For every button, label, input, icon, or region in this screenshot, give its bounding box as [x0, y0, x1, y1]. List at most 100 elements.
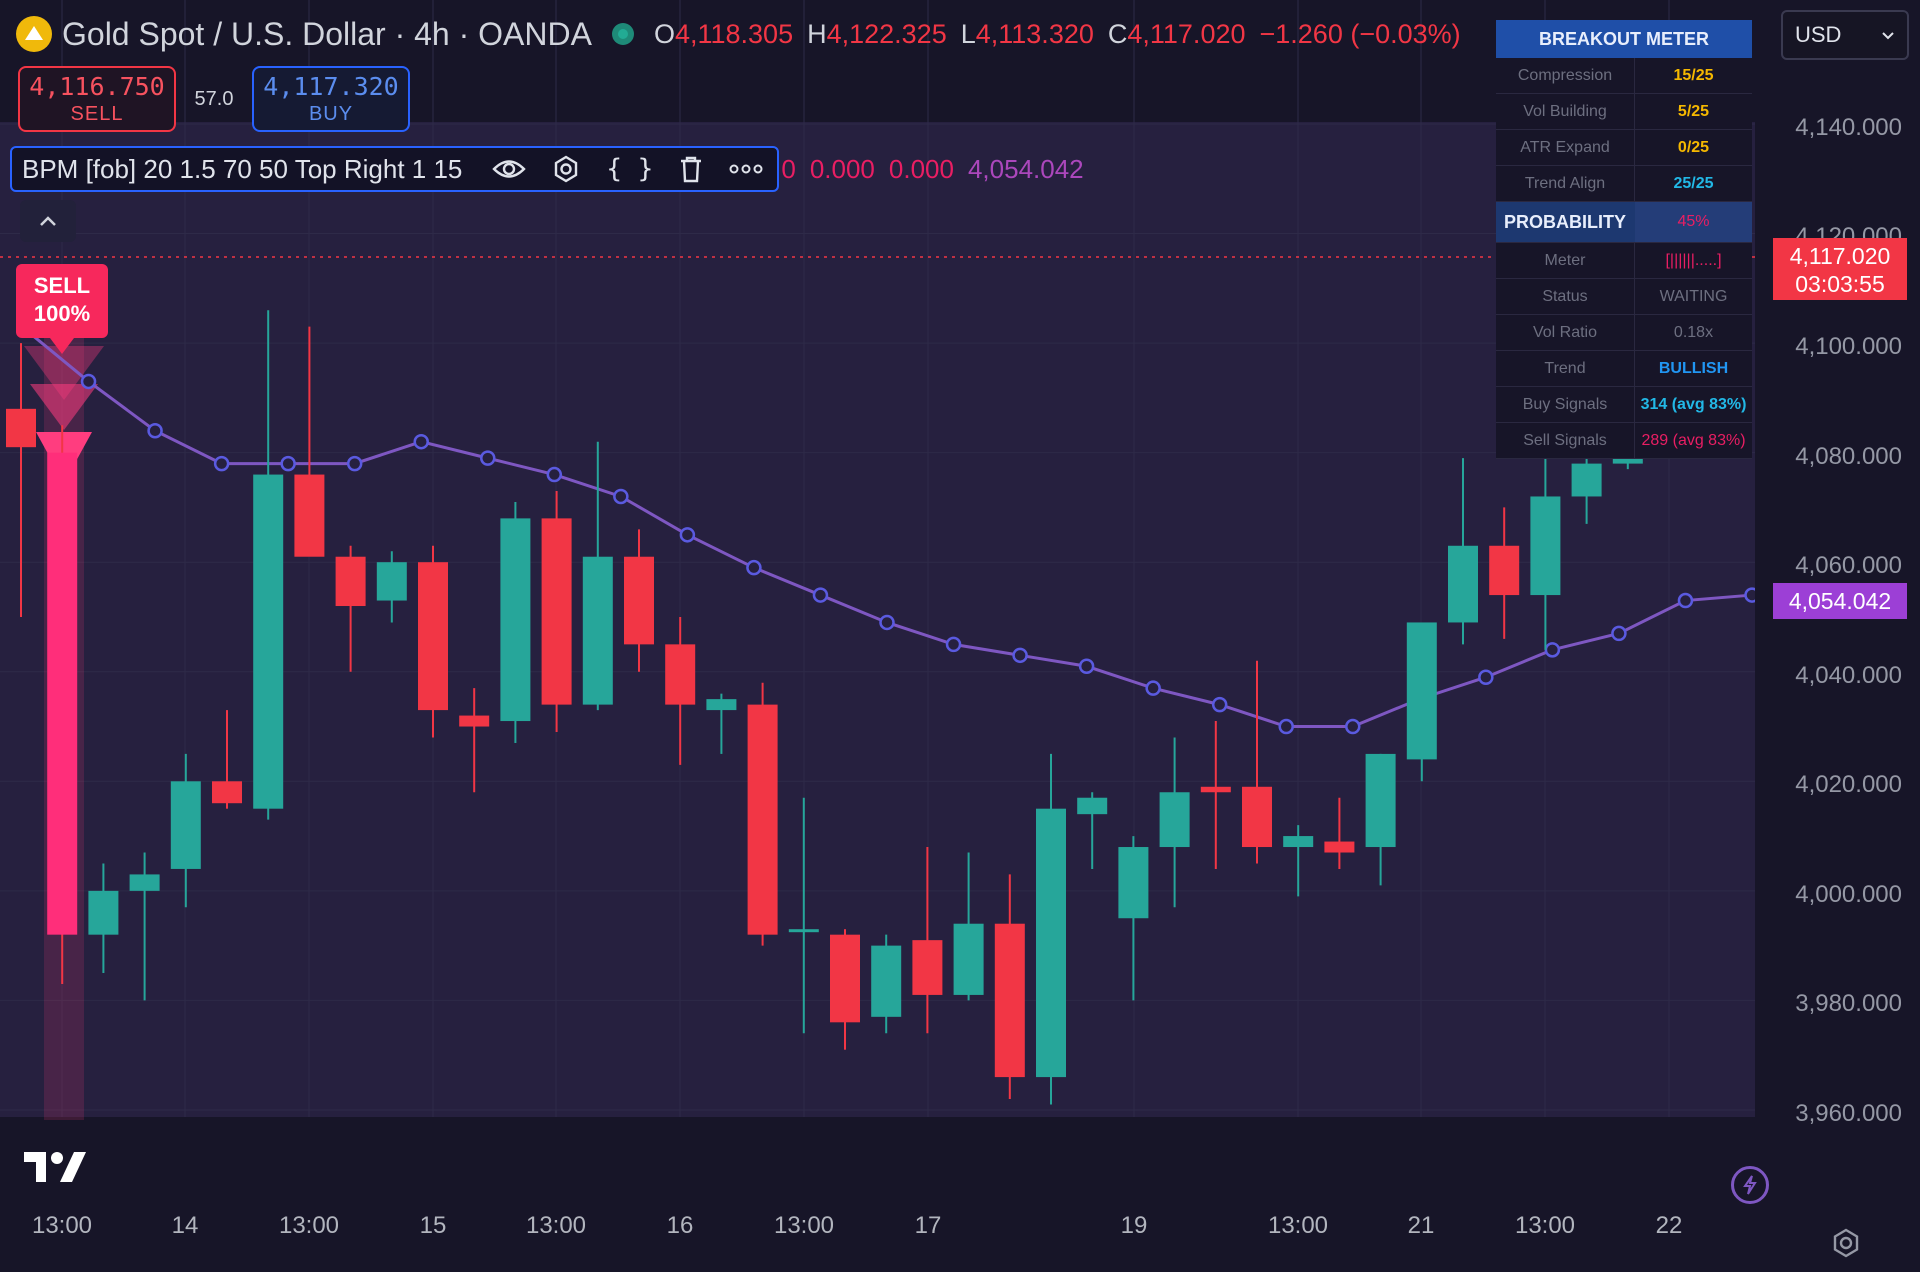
candle-body — [582, 556, 613, 705]
meter-row: Vol Building 5/25 — [1496, 94, 1752, 130]
time-label: 13:00 — [773, 1212, 835, 1239]
meter-row: Trend BULLISH — [1496, 351, 1752, 387]
time-label: 16 — [666, 1212, 694, 1239]
price-label: 4,020.000 — [1795, 771, 1902, 798]
tradingview-logo[interactable] — [24, 1150, 88, 1189]
meter-row-label: Meter — [1496, 243, 1635, 278]
currency-value: USD — [1795, 22, 1842, 47]
candle — [253, 310, 284, 820]
candle — [1077, 792, 1108, 869]
buy-signals-value: 314 (avg 83%) — [1640, 396, 1747, 413]
time-label: 13:00 — [278, 1212, 340, 1239]
candle — [706, 693, 737, 754]
ema-point — [213, 455, 230, 472]
ohlc-high-key: H — [807, 18, 827, 49]
price-label: 4,000.000 — [1795, 881, 1902, 908]
meter-row-label: Vol Ratio — [1496, 315, 1635, 350]
chevron-down-icon — [1882, 31, 1894, 39]
meter-row: Vol Ratio 0.18x — [1496, 315, 1752, 351]
currency-select[interactable]: USD — [1781, 10, 1909, 60]
price-chart[interactable] — [0, 0, 1755, 1190]
source-code-icon[interactable]: { } — [606, 154, 654, 184]
gold-symbol-icon — [16, 16, 52, 52]
meter-row-label: Trend — [1496, 351, 1635, 386]
candle-body — [1118, 847, 1149, 919]
vol-ratio-value: 0.18x — [1673, 324, 1714, 341]
candle — [129, 852, 160, 1001]
price-label: 3,960.000 — [1795, 1100, 1902, 1127]
candle-body — [1242, 786, 1272, 848]
more-icon[interactable] — [729, 164, 763, 174]
eye-icon[interactable] — [492, 158, 527, 180]
sell-signal-text: SELL — [33, 273, 91, 298]
breakout-meter-panel: BREAKOUT METER Compression 15/25 Vol Buil… — [1496, 20, 1752, 459]
price-label: 4,140.000 — [1795, 114, 1902, 141]
candle-body — [953, 923, 984, 995]
candle — [582, 441, 613, 711]
price-label: 4,060.000 — [1795, 552, 1902, 579]
candle — [541, 490, 572, 733]
ohlc-open-value: 4,118.305 — [674, 18, 794, 49]
candle — [1571, 447, 1602, 524]
candle-body — [1530, 496, 1561, 596]
ema-point — [80, 373, 97, 390]
candle — [500, 501, 531, 743]
signal-arrow-mid — [30, 384, 98, 430]
ema-point — [879, 614, 895, 631]
collapse-legend-button[interactable] — [20, 200, 76, 242]
candle — [665, 616, 696, 765]
meter-title: BREAKOUT METER — [1496, 20, 1752, 58]
candle-body — [1365, 753, 1396, 848]
indicator-values: 0 0.000 0.000 4,054.042 — [781, 154, 1083, 185]
candle — [1283, 825, 1314, 897]
ema-point — [1012, 647, 1028, 664]
time-label: 21 — [1407, 1212, 1435, 1239]
indicator-legend-box[interactable]: BPM [fob] 20 1.5 70 50 Top Right 1 15 { … — [10, 146, 780, 192]
candle — [294, 326, 325, 557]
indicator-name[interactable]: BPM [fob] 20 1.5 70 50 Top Right 1 15 — [22, 153, 463, 184]
settings-icon[interactable] — [552, 155, 580, 183]
candle-body — [830, 934, 860, 1023]
symbol-title[interactable]: Gold Spot / U.S. Dollar · 4h · OANDA — [62, 15, 592, 52]
current-price-label: 4,117.020 03:03:55 — [1773, 238, 1907, 300]
ema-price-label: 4,054.042 — [1773, 583, 1907, 619]
chevron-up-icon — [40, 216, 56, 226]
market-open-icon — [611, 23, 634, 45]
candle-body — [1077, 797, 1108, 815]
candle-body — [47, 452, 78, 935]
candle-body — [335, 556, 366, 607]
candle-body — [170, 781, 201, 869]
current-price: 4,117.020 — [1789, 243, 1891, 269]
candle-body — [129, 874, 160, 891]
candle — [1324, 797, 1355, 869]
candle-body — [212, 781, 242, 804]
candle-body — [1200, 786, 1231, 793]
price-label: 4,040.000 — [1795, 662, 1902, 689]
sell-button[interactable]: 4,116.750 SELL — [18, 66, 176, 132]
meter-row-value: 25/25 — [1673, 175, 1714, 192]
buy-button[interactable]: 4,117.320 BUY — [252, 66, 410, 132]
candle — [1242, 660, 1272, 864]
candle — [912, 847, 943, 1034]
ema-point — [945, 636, 962, 653]
ema-point — [812, 587, 829, 603]
lightning-icon[interactable] — [1731, 1166, 1769, 1204]
candle — [335, 545, 366, 672]
candle-body — [624, 556, 654, 645]
trend-value: BULLISH — [1658, 360, 1729, 377]
delete-icon[interactable] — [679, 155, 703, 183]
ema-point — [1544, 642, 1561, 658]
candle-body — [1159, 792, 1190, 848]
sell-signal-label: SELL 100% — [16, 264, 108, 354]
meter-row-label: ATR Expand — [1496, 130, 1635, 165]
meter-row: Trend Align 25/25 — [1496, 166, 1752, 202]
candle — [1036, 753, 1066, 1105]
ema-point — [147, 422, 163, 439]
candle — [47, 425, 78, 984]
chart-settings-icon[interactable] — [1830, 1227, 1862, 1266]
ohlc-low-value: 4,113.320 — [975, 18, 1094, 49]
time-axis[interactable]: 13:00 14 13:00 15 13:00 16 13:00 17 19 1… — [0, 1190, 1920, 1272]
buy-label: BUY — [308, 103, 354, 125]
ohlc-open-key: O — [653, 18, 675, 49]
candle-body — [912, 940, 943, 995]
